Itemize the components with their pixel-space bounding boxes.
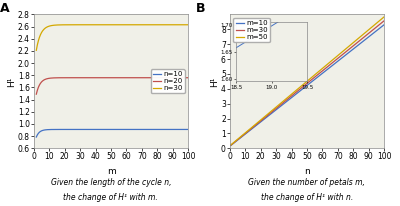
Y-axis label: H¹: H¹	[210, 76, 220, 87]
n=10	[135, 128, 140, 131]
m=50	[256, 121, 260, 124]
Y-axis label: H¹: H¹	[7, 76, 16, 87]
n=30	[123, 23, 128, 26]
m=50	[268, 111, 272, 113]
Text: Given the number of petals m,: Given the number of petals m,	[248, 178, 365, 187]
n=30	[61, 24, 66, 26]
n=20	[148, 76, 153, 79]
Text: Given the length of the cycle n,: Given the length of the cycle n,	[50, 178, 171, 187]
n=20	[135, 76, 140, 79]
n=20	[168, 76, 173, 79]
n=30	[148, 23, 153, 26]
n=20	[102, 76, 107, 79]
n=10	[123, 128, 128, 131]
Legend: n=10, n=20, n=30: n=10, n=20, n=30	[150, 69, 184, 94]
m=30	[298, 88, 302, 90]
m=30	[331, 61, 336, 63]
m=50	[331, 58, 336, 61]
X-axis label: n: n	[304, 167, 310, 176]
m=30	[228, 144, 233, 146]
m=10	[331, 64, 336, 66]
n=20	[73, 76, 78, 79]
Line: n=30: n=30	[36, 25, 188, 50]
n=10	[142, 128, 147, 131]
m=50	[344, 47, 348, 50]
m=10	[382, 24, 386, 26]
n=30	[73, 23, 78, 26]
n=20	[123, 76, 128, 79]
n=20	[34, 93, 39, 95]
Line: n=20: n=20	[36, 78, 188, 94]
m=10	[319, 73, 324, 76]
m=50	[382, 16, 386, 18]
m=50	[228, 144, 233, 146]
n=20	[61, 76, 66, 79]
m=50	[298, 86, 302, 88]
n=10	[61, 128, 66, 131]
n=30	[102, 23, 107, 26]
m=10	[268, 113, 272, 116]
Legend: m=10, m=30, m=50: m=10, m=30, m=50	[234, 18, 270, 42]
Line: m=30: m=30	[231, 21, 384, 145]
m=30	[256, 122, 260, 124]
m=30	[344, 50, 348, 53]
Line: n=10: n=10	[36, 129, 188, 137]
Text: the change of H¹ with n.: the change of H¹ with n.	[261, 193, 353, 202]
n=30	[186, 23, 190, 26]
Text: the change of H¹ with m.: the change of H¹ with m.	[64, 193, 158, 202]
n=10	[186, 128, 190, 131]
n=10	[73, 128, 78, 131]
n=30	[183, 23, 188, 26]
n=30	[34, 49, 39, 52]
n=20	[186, 76, 190, 79]
m=10	[228, 144, 233, 147]
n=10	[148, 128, 153, 131]
m=30	[268, 112, 272, 115]
m=10	[298, 90, 302, 92]
m=30	[382, 20, 386, 22]
Line: m=50: m=50	[231, 17, 384, 145]
Text: A: A	[0, 2, 10, 15]
n=10	[102, 128, 107, 131]
X-axis label: m: m	[107, 167, 115, 176]
m=30	[319, 71, 324, 73]
n=30	[135, 23, 140, 26]
m=10	[256, 123, 260, 125]
m=50	[319, 68, 324, 71]
Line: m=10: m=10	[231, 25, 384, 145]
n=10	[34, 136, 39, 138]
m=10	[344, 53, 348, 56]
Text: B: B	[196, 2, 206, 15]
